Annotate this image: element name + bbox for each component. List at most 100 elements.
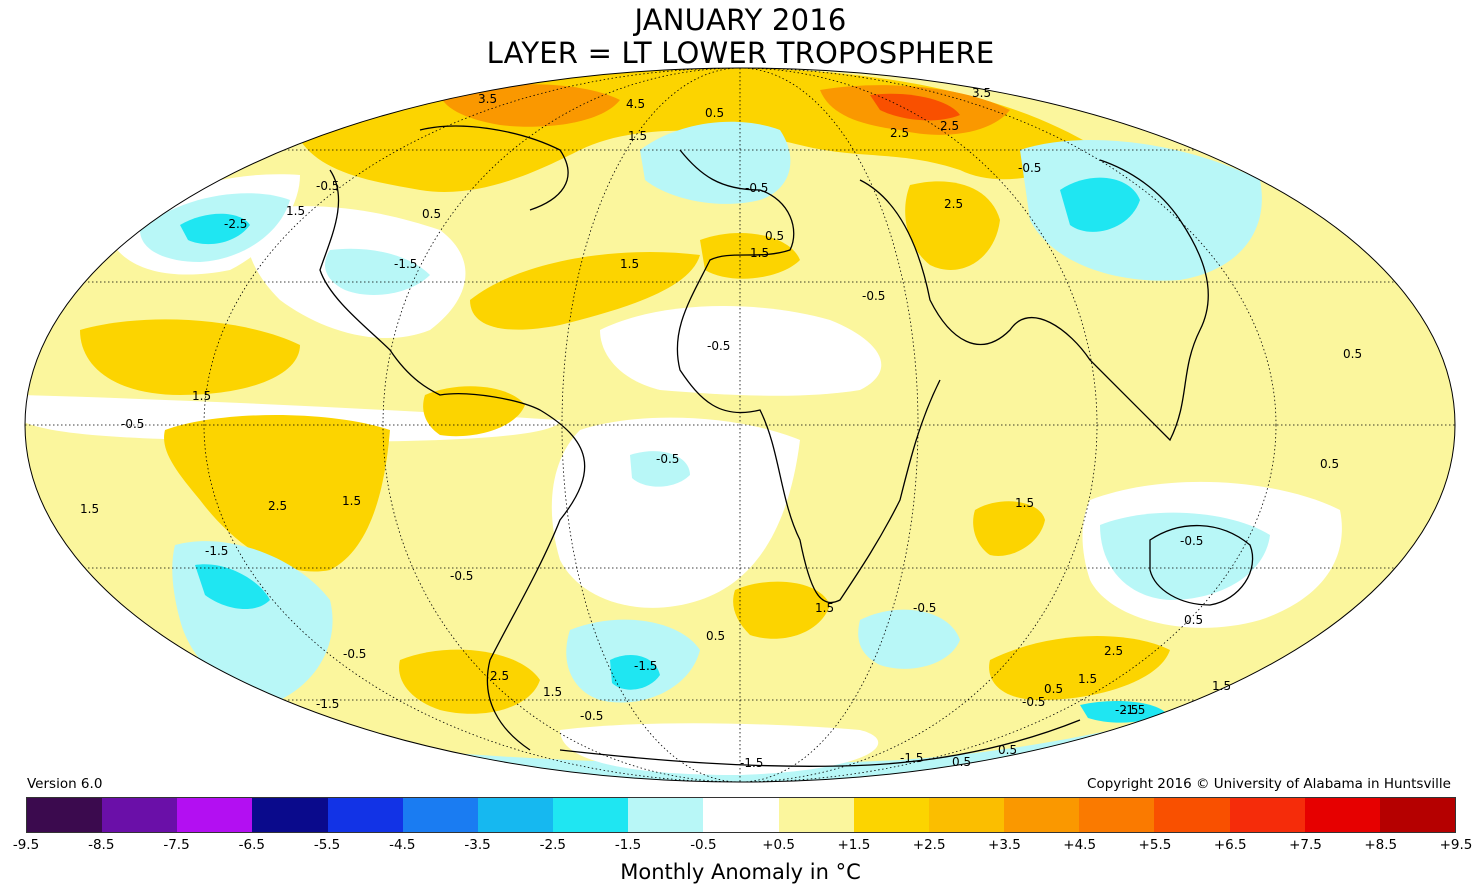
- contour-label: -0.5: [580, 709, 603, 723]
- contour-label: -2.5: [224, 217, 247, 231]
- contour-label: 1.5: [342, 494, 361, 508]
- colorbar-tick-label: +4.5: [1063, 837, 1097, 853]
- warm-region-indian-ocean: [973, 501, 1045, 556]
- map-title: JANUARY 2016: [634, 3, 847, 37]
- colorbar-tick-label: -7.5: [163, 837, 190, 853]
- contour-label: -2.5: [1115, 703, 1138, 717]
- contour-label: 1.5: [543, 685, 562, 699]
- cold-region-east-asia: [1060, 177, 1140, 232]
- colorbar-swatch: [1229, 798, 1305, 832]
- colorbar-swatch: [853, 798, 929, 832]
- contour-labels: 3.5 4.5 1.5 0.5 0.5 1.5 -0.5 -2.5 1.5 -1…: [80, 86, 1362, 770]
- contour-label: 1.5: [192, 389, 211, 403]
- colorbar-swatch: [252, 798, 328, 832]
- contour-label: -1.5: [394, 257, 417, 271]
- contour-label: 3.5: [972, 86, 991, 100]
- warm-region-pacific-tropical-south: [164, 415, 390, 572]
- coastlines: [319, 125, 1254, 767]
- contour-label: 1.5: [815, 601, 834, 615]
- hot-region-greenland: [440, 84, 620, 127]
- contour-label: -1.5: [634, 659, 657, 673]
- contour-label: 0.5: [1044, 682, 1063, 696]
- colorbar-swatch: [928, 798, 1005, 832]
- warm-region-central-asia: [905, 181, 1000, 270]
- version-note: Version 6.0: [27, 776, 103, 792]
- contour-label: 1.5: [750, 246, 769, 260]
- warm-region-mediterranean: [700, 232, 800, 279]
- cool-region-australia: [1100, 512, 1270, 600]
- colorbar-tick-label: +6.5: [1213, 837, 1247, 853]
- contour-label: 0.5: [1184, 613, 1203, 627]
- colorbar-tick-label: -9.5: [12, 837, 40, 853]
- warm-region-atlantic-north: [470, 252, 700, 330]
- contour-label: -1.5: [740, 756, 763, 770]
- colorbar-swatch: [1079, 798, 1155, 832]
- contour-label: 0.5: [706, 629, 725, 643]
- colorbar-tick-label: -3.5: [464, 837, 491, 853]
- colorbar-swatch: [477, 798, 554, 832]
- neutral-region-atlantic-south: [551, 417, 800, 608]
- cool-region-indian-ocean-south: [858, 609, 960, 669]
- colorbar-tick-label: +3.5: [988, 837, 1021, 853]
- cool-region-atlantic-south: [630, 451, 690, 487]
- graticule: [25, 68, 1455, 782]
- contour-label: -1.5: [205, 544, 228, 558]
- colorbar-swatch: [1004, 798, 1080, 832]
- colorbar-swatch: [1154, 798, 1230, 832]
- contour-label: -1.5: [316, 697, 339, 711]
- contour-label: 0.5: [422, 207, 441, 221]
- contour-label: 0.5: [765, 229, 784, 243]
- contour-label: 1.5: [80, 502, 99, 516]
- contour-label: 3.5: [478, 92, 497, 106]
- colorbar-tick-label: +1.5: [837, 837, 871, 853]
- contour-label: -0.5: [1022, 695, 1045, 709]
- warm-region-amazon: [423, 386, 525, 437]
- colorbar-tick-label: +9.5: [1439, 837, 1473, 853]
- cool-region-east-asia: [1020, 140, 1262, 281]
- colorbar-tick-label: -0.5: [690, 837, 717, 853]
- neutral-region-africa-north: [600, 306, 882, 396]
- copyright-note: Copyright 2016 © University of Alabama i…: [1087, 776, 1451, 792]
- warm-region-africa-south: [733, 581, 830, 639]
- colorbar-swatch: [703, 798, 779, 832]
- contour-label: -0.5: [1018, 161, 1041, 175]
- contour-label: -1.5: [1122, 703, 1145, 717]
- colorbar: [26, 797, 1456, 833]
- contour-label: 0.5: [1320, 457, 1339, 471]
- colorbar-tick-label: -4.5: [389, 837, 416, 853]
- anomaly-shading: [25, 68, 1455, 782]
- contour-label: 1.5: [286, 204, 305, 218]
- contour-label: 2.5: [490, 669, 509, 683]
- colorbar-tick-label: +7.5: [1289, 837, 1322, 853]
- colorbar-swatch: [553, 798, 629, 832]
- contour-label: 2.5: [268, 499, 287, 513]
- cool-region-europe: [640, 121, 791, 204]
- colorbar-swatch: [402, 798, 478, 832]
- colorbar-swatch: [1304, 798, 1380, 832]
- contour-label: 0.5: [952, 755, 971, 769]
- contour-label: 0.5: [1343, 347, 1362, 361]
- colorbar-tick-label: -1.5: [614, 837, 642, 853]
- contour-label: -0.5: [121, 417, 144, 431]
- colorbar-tick-label: -8.5: [88, 837, 115, 853]
- contour-label: -1.5: [900, 751, 923, 765]
- colorbar-swatch: [628, 798, 704, 832]
- colorbar-swatch: [27, 798, 103, 832]
- colorbar-swatch: [1379, 798, 1455, 832]
- contour-label: 2.5: [944, 197, 963, 211]
- colorbar-tick-label: -6.5: [238, 837, 265, 853]
- cold-region-atlantic-far-south: [610, 655, 660, 690]
- contour-label: 0.5: [705, 106, 724, 120]
- colorbar-tick-label: -5.5: [313, 837, 341, 853]
- map-subtitle: LAYER = LT LOWER TROPOSPHERE: [486, 36, 995, 70]
- warm-region-southern-ocean: [989, 636, 1170, 700]
- warm-region-south-america-south: [399, 649, 540, 714]
- contour-label: -0.5: [745, 181, 768, 195]
- colorbar-tick-label: +5.5: [1138, 837, 1172, 853]
- colorbar-swatch: [327, 798, 403, 832]
- colorbar-label: Monthly Anomaly in °C: [620, 860, 861, 884]
- colorbar-tick-label: +0.5: [762, 837, 796, 853]
- contour-label: -0.5: [656, 452, 679, 466]
- contour-label: 2.5: [890, 126, 909, 140]
- colorbar-tick-label: -2.5: [539, 837, 566, 853]
